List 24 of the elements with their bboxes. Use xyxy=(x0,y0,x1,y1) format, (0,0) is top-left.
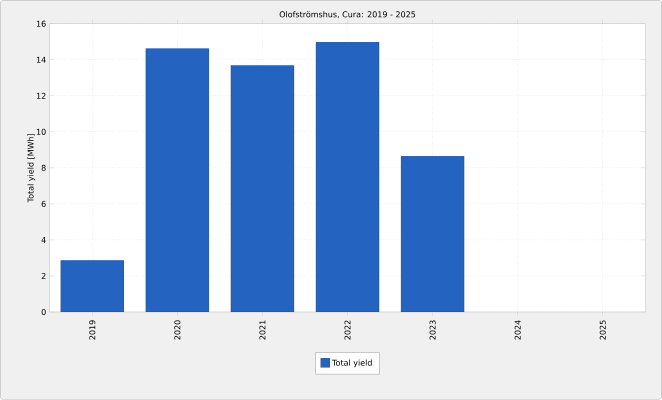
bar xyxy=(146,48,210,312)
bar xyxy=(400,156,464,312)
x-tick-label: 2019 xyxy=(89,320,96,340)
y-tick-label: 10 xyxy=(36,128,46,135)
legend-label: Total yield xyxy=(332,360,372,368)
x-tick-label: 2024 xyxy=(514,320,521,340)
y-tick-label: 2 xyxy=(42,273,46,280)
y-tick-label: 6 xyxy=(42,200,46,208)
x-tick-label: 2022 xyxy=(344,320,351,340)
x-tick-label: 2025 xyxy=(600,320,606,340)
x-tick-label: 2021 xyxy=(259,320,266,340)
bar xyxy=(60,260,124,312)
bar xyxy=(230,65,294,312)
x-tick-label: 2020 xyxy=(174,320,180,340)
bar xyxy=(316,42,380,312)
y-tick-label: 16 xyxy=(36,20,46,27)
y-tick-label: 12 xyxy=(36,92,46,99)
y-tick-label: 14 xyxy=(36,56,46,63)
y-tick-label: 0 xyxy=(42,309,46,316)
x-tick-label: 2023 xyxy=(430,320,436,340)
y-axis-title: Total yield [MWh] xyxy=(27,134,36,203)
chart-title: Olofströmshus, Cura: 2019 - 2025 xyxy=(280,11,416,18)
y-tick-label: 8 xyxy=(42,164,46,171)
y-tick-label: 4 xyxy=(42,237,46,243)
